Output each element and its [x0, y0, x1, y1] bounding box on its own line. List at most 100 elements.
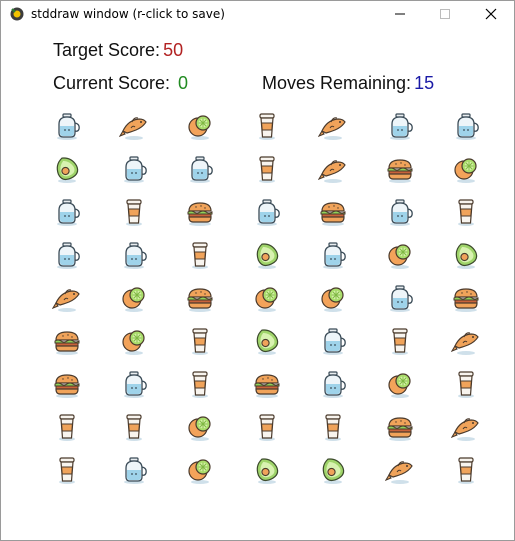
minimize-button[interactable]	[377, 1, 423, 27]
tile-coffee-cup[interactable]	[52, 455, 82, 485]
tile-fish[interactable]	[119, 111, 149, 141]
window-title: stddraw window (r-click to save)	[31, 7, 225, 21]
fish-icon	[385, 461, 413, 484]
tile-lime[interactable]	[318, 283, 348, 313]
moves-remaining-value: 15	[414, 73, 435, 93]
tile-coffee-pot[interactable]	[52, 197, 82, 227]
tile-coffee-pot[interactable]	[451, 111, 481, 141]
tile-burger[interactable]	[318, 197, 348, 227]
coffee-pot-icon	[323, 242, 346, 269]
tile-lime[interactable]	[119, 326, 149, 356]
tile-coffee-pot[interactable]	[252, 197, 282, 227]
tile-avocado[interactable]	[252, 455, 282, 485]
tile-lime[interactable]	[252, 283, 282, 313]
tile-fish[interactable]	[451, 412, 481, 442]
tile-fish[interactable]	[318, 154, 348, 184]
tile-coffee-cup[interactable]	[252, 154, 282, 184]
tile-coffee-pot[interactable]	[318, 240, 348, 270]
tile-fish[interactable]	[451, 326, 481, 356]
coffee-cup-icon	[325, 414, 341, 441]
close-icon	[485, 8, 497, 20]
tile-burger[interactable]	[185, 283, 215, 313]
tile-coffee-cup[interactable]	[252, 111, 282, 141]
tile-coffee-cup[interactable]	[185, 240, 215, 270]
tile-coffee-pot[interactable]	[52, 240, 82, 270]
game-canvas[interactable]: Target Score: 50 Current Score: 0 Moves Re…	[2, 28, 514, 540]
lime-icon	[188, 459, 211, 484]
fish-icon	[318, 160, 346, 183]
tile-burger[interactable]	[185, 197, 215, 227]
tile-fish[interactable]	[52, 283, 82, 313]
tile-coffee-pot[interactable]	[318, 326, 348, 356]
tile-coffee-pot[interactable]	[119, 455, 149, 485]
tile-lime[interactable]	[185, 111, 215, 141]
lime-icon	[255, 287, 278, 312]
coffee-cup-icon	[192, 242, 208, 269]
tile-lime[interactable]	[451, 154, 481, 184]
tile-coffee-cup[interactable]	[119, 197, 149, 227]
current-score-value: 0	[178, 73, 189, 93]
tile-coffee-cup[interactable]	[185, 326, 215, 356]
tile-coffee-pot[interactable]	[385, 283, 415, 313]
tile-fish[interactable]	[385, 455, 415, 485]
title-bar[interactable]: stddraw window (r-click to save)	[1, 1, 514, 27]
tile-avocado[interactable]	[451, 240, 481, 270]
tile-coffee-cup[interactable]	[52, 412, 82, 442]
tile-coffee-cup[interactable]	[318, 412, 348, 442]
tile-coffee-pot[interactable]	[119, 154, 149, 184]
tile-burger[interactable]	[252, 369, 282, 399]
maximize-button[interactable]	[422, 1, 468, 27]
lime-icon	[122, 330, 145, 355]
tile-avocado[interactable]	[52, 154, 82, 184]
avocado-icon	[256, 329, 279, 355]
tile-lime[interactable]	[119, 283, 149, 313]
coffee-cup-icon	[458, 199, 474, 226]
burger-icon	[254, 374, 280, 398]
coffee-pot-icon	[257, 199, 280, 226]
coffee-cup-icon	[259, 113, 275, 140]
moves-remaining: Moves Remaining: 15	[262, 73, 434, 94]
tile-coffee-cup[interactable]	[252, 412, 282, 442]
tile-coffee-cup[interactable]	[119, 412, 149, 442]
tile-coffee-cup[interactable]	[451, 369, 481, 399]
target-score: Target Score: 50	[53, 40, 183, 61]
tile-burger[interactable]	[385, 412, 415, 442]
tile-burger[interactable]	[385, 154, 415, 184]
burger-icon	[453, 288, 479, 312]
tile-coffee-pot[interactable]	[119, 240, 149, 270]
tile-burger[interactable]	[451, 283, 481, 313]
coffee-cup-icon	[458, 457, 474, 484]
tile-coffee-cup[interactable]	[185, 369, 215, 399]
coffee-cup-icon	[392, 328, 408, 355]
tile-avocado[interactable]	[252, 326, 282, 356]
tile-coffee-pot[interactable]	[52, 111, 82, 141]
tile-coffee-pot[interactable]	[119, 369, 149, 399]
tile-burger[interactable]	[52, 369, 82, 399]
tile-lime[interactable]	[385, 240, 415, 270]
burger-icon	[54, 331, 80, 355]
tile-avocado[interactable]	[252, 240, 282, 270]
tile-burger[interactable]	[52, 326, 82, 356]
tile-lime[interactable]	[185, 455, 215, 485]
tile-coffee-cup[interactable]	[451, 455, 481, 485]
tile-coffee-cup[interactable]	[451, 197, 481, 227]
tile-coffee-pot[interactable]	[318, 369, 348, 399]
tile-lime[interactable]	[185, 412, 215, 442]
close-button[interactable]	[468, 1, 514, 27]
maximize-icon	[440, 9, 450, 19]
tile-avocado[interactable]	[318, 455, 348, 485]
lime-icon	[321, 287, 344, 312]
tile-coffee-pot[interactable]	[185, 154, 215, 184]
coffee-pot-icon	[57, 199, 80, 226]
tile-coffee-pot[interactable]	[385, 111, 415, 141]
tile-lime[interactable]	[385, 369, 415, 399]
lime-icon	[188, 115, 211, 140]
tile-fish[interactable]	[318, 111, 348, 141]
python-app-icon	[9, 6, 25, 22]
coffee-pot-icon	[57, 242, 80, 269]
tile-coffee-cup[interactable]	[385, 326, 415, 356]
burger-icon	[387, 159, 413, 183]
coffee-cup-icon	[59, 457, 75, 484]
coffee-cup-icon	[458, 371, 474, 398]
tile-coffee-pot[interactable]	[385, 197, 415, 227]
